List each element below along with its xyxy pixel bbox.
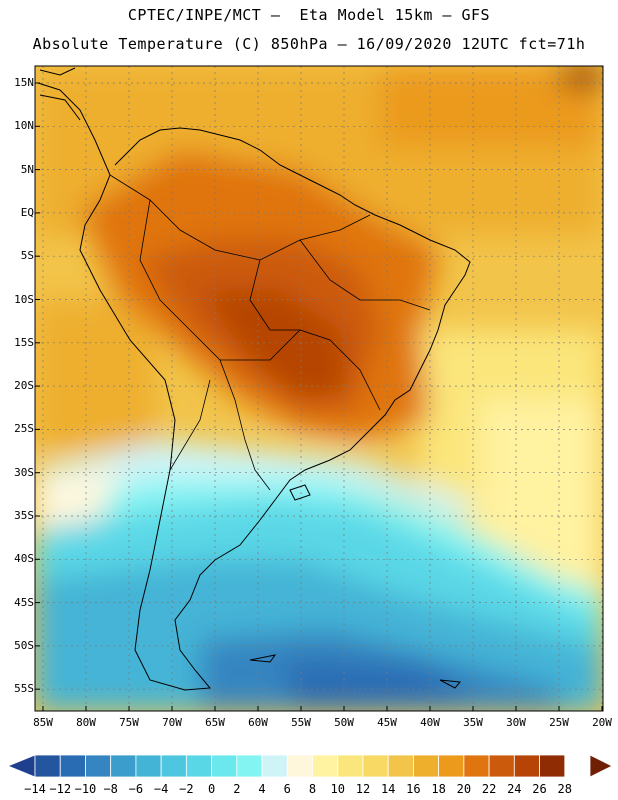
colorbar-label: 26 [532,782,547,796]
colorbar-swatch [261,754,288,778]
colorbar-swatch [135,754,162,778]
colorbar-swatch [539,754,566,778]
lon-label: 25W [549,716,569,729]
colorbar-swatch [211,754,238,778]
plot-frame [34,65,604,712]
lon-label: 85W [33,716,53,729]
lon-label: 50W [334,716,354,729]
colorbar-swatch [185,754,212,778]
lat-label: EQ [20,205,34,219]
lat-label: 35S [14,509,34,522]
lat-label: 50S [14,638,34,652]
lat-label: 10N [14,119,34,133]
country-borders [109,174,431,491]
lat-label: 40S [14,552,34,566]
colorbar-label: −10 [74,782,97,796]
colorbar-swatch [6,754,36,778]
colorbar-swatch [286,754,313,778]
colorbar-label: 6 [283,782,291,796]
colorbar-swatch [387,754,414,778]
lon-label: 40W [420,716,440,729]
lat-label: 10S [14,292,34,306]
colorbar-swatch [463,754,490,778]
lat-label: 5N [20,162,34,176]
colorbar-label: 28 [557,782,572,796]
colorbar-label: −14 [24,782,46,796]
colorbar-label: −8 [103,782,118,796]
colorbar-label: 0 [207,782,216,796]
lon-label: 45W [377,716,397,729]
lat-label: 55S [14,682,34,696]
lat-label: 15S [14,335,34,349]
colorbar-swatch [513,754,540,778]
colorbar-label: 22 [481,782,497,796]
lon-label: 60W [248,716,268,729]
colorbar-swatch [413,754,440,778]
colorbar-label: 12 [355,782,371,796]
colorbar-label: 20 [456,782,472,796]
colorbar-label: 10 [330,782,345,796]
lat-label: 5S [20,249,34,263]
lat-label: 45S [14,595,34,609]
colorbar-swatch [59,754,86,778]
colorbar-label: 2 [233,782,241,796]
temperature-field [35,66,603,711]
colorbar-label: 14 [380,782,396,796]
lon-label: 55W [291,716,311,729]
colorbar-label: 8 [308,782,317,796]
coastlines [37,67,471,691]
colorbar-swatch [362,754,389,778]
colorbar-swatch [110,754,137,778]
lon-label: 80W [76,716,96,729]
lat-label: 30S [14,465,34,479]
colorbar-swatch [236,754,263,778]
colorbar-swatch [85,754,112,778]
colorbar-swatch [589,754,613,778]
lat-label: 15N [14,76,34,89]
graticule [35,66,603,711]
map-title-line-1: CPTEC/INPE/MCT — Eta Model 15km — GFS [127,6,491,24]
lon-label: 65W [205,716,225,729]
lon-label: 75W [119,716,139,729]
lon-label: 30W [506,716,526,729]
colorbar-label: −4 [153,782,169,796]
lat-label: 25S [14,422,34,436]
colorbar-swatch [312,754,339,778]
colorbar-swatch [438,754,465,778]
axis-ticks [35,82,603,711]
lon-label: 35W [463,716,483,729]
colorbar-label: 4 [258,782,266,796]
colorbar-swatch [160,754,187,778]
colorbar-swatch [337,754,364,778]
map-title-line-2: Absolute Temperature (C) 850hPa — 16/09/… [32,35,586,53]
colorbar-label: −2 [179,782,194,796]
colorbar-label: 24 [507,782,522,796]
lon-label: 70W [162,716,182,729]
colorbar-label: 18 [431,782,446,796]
colorbar-swatch [488,754,515,778]
colorbar-label: −12 [49,782,72,796]
lat-label: 20S [14,379,34,393]
colorbar-swatch [34,754,61,778]
lon-label: 20W [592,716,612,729]
colorbar-label: −6 [128,782,144,796]
colorbar-label: 16 [406,782,421,796]
colorbar [6,754,613,778]
